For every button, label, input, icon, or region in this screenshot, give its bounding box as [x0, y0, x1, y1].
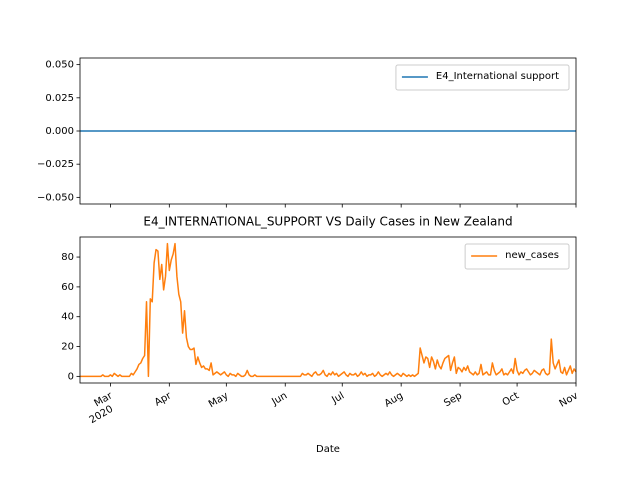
x-tick-label: Sep	[442, 390, 464, 409]
y-tick-label: −0.050	[37, 192, 74, 203]
y-tick-label: 20	[61, 342, 74, 353]
x-tick-label: Nov	[558, 390, 580, 409]
legend: new_cases	[464, 243, 570, 270]
x-tick-label: Aug	[383, 390, 405, 409]
x-tick-label: May	[207, 390, 230, 410]
y-tick-label: −0.025	[37, 159, 74, 170]
y-tick-label: 0	[68, 371, 74, 382]
x-tick-label: Jul	[329, 390, 346, 406]
x-axis-label: Date	[316, 444, 340, 455]
axes-frame	[79, 236, 577, 384]
x-tick-label: Jun	[269, 390, 289, 408]
x-tick-label: Oct	[501, 390, 522, 408]
x-tick-label: Apr	[153, 390, 174, 409]
y-tick-label: 80	[61, 252, 74, 263]
y-tick-label: 0.000	[45, 126, 74, 137]
chart-title: E4_INTERNATIONAL_SUPPORT VS Daily Cases …	[143, 215, 512, 229]
legend-label: new_cases	[505, 250, 559, 261]
legend-box	[464, 243, 570, 270]
y-tick-label: 0.025	[45, 93, 74, 104]
y-tick-label: 40	[61, 312, 74, 323]
y-tick-label: 60	[61, 282, 74, 293]
axes-frame	[79, 57, 577, 205]
legend: E4_International support	[395, 64, 570, 91]
y-tick-label: 0.050	[45, 60, 74, 71]
legend-label: E4_International support	[436, 71, 559, 82]
legend-box	[395, 64, 570, 91]
data-line	[80, 242, 577, 378]
